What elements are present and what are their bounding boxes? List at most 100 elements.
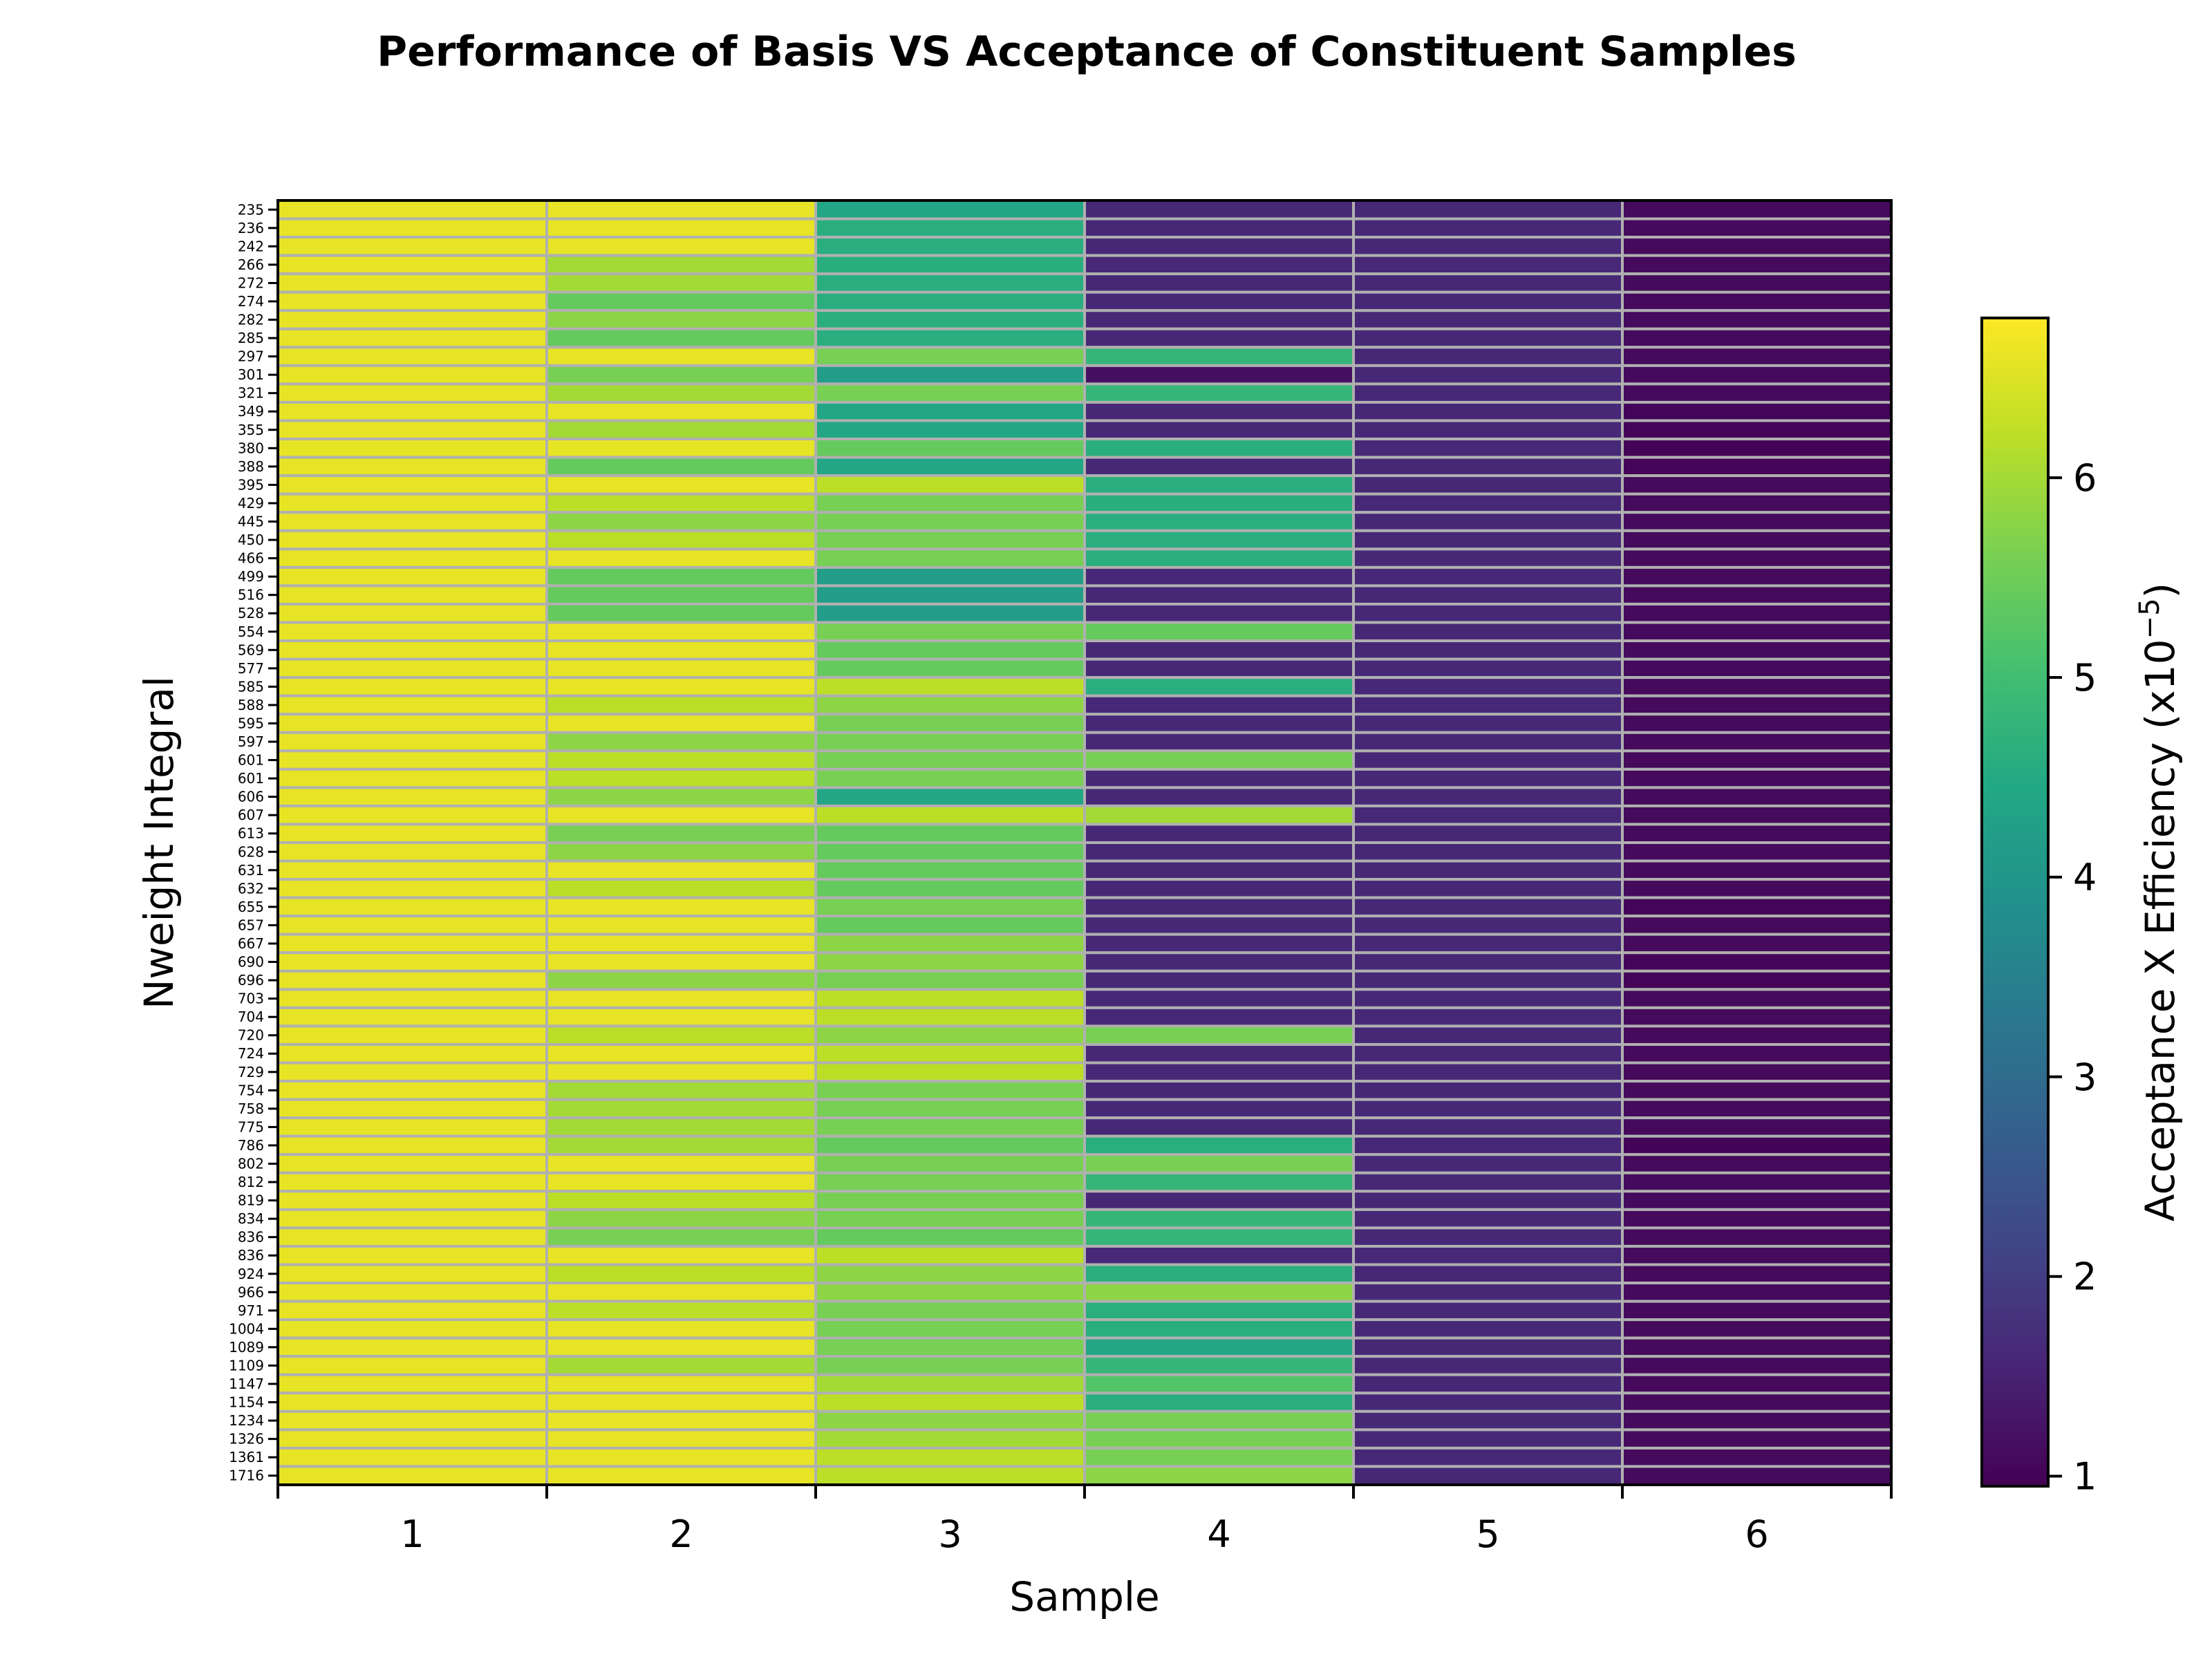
heatmap-cell bbox=[814, 639, 1086, 661]
colorbar-tick-label: 4 bbox=[2073, 856, 2097, 899]
heatmap-cell bbox=[276, 290, 548, 312]
heatmap-cell bbox=[1352, 878, 1624, 899]
heatmap-cell bbox=[545, 639, 817, 661]
heatmap-cell bbox=[545, 602, 817, 624]
heatmap-cell bbox=[545, 1355, 817, 1376]
heatmap-cell bbox=[1083, 694, 1355, 716]
heatmap-cell bbox=[1621, 1409, 1893, 1432]
heatmap-cell bbox=[814, 1061, 1086, 1083]
heatmap-cell bbox=[545, 529, 817, 551]
heatmap-cell bbox=[814, 1318, 1086, 1340]
heatmap-cell bbox=[545, 327, 817, 349]
heatmap-cell bbox=[276, 1080, 548, 1101]
heatmap-cell bbox=[1083, 419, 1355, 441]
heatmap-cell bbox=[1352, 346, 1624, 367]
heatmap-cell bbox=[1352, 511, 1624, 532]
heatmap-cell bbox=[1352, 290, 1624, 312]
heatmap-cell bbox=[1083, 1208, 1355, 1230]
heatmap-cell bbox=[545, 1446, 817, 1468]
y-tick-label: 569 bbox=[238, 641, 264, 658]
y-tick-label: 628 bbox=[238, 843, 264, 860]
heatmap-cell bbox=[1621, 236, 1893, 257]
heatmap-cell bbox=[545, 492, 817, 514]
colorbar-label-close: ) bbox=[2137, 583, 2184, 599]
heatmap-cell bbox=[1352, 474, 1624, 496]
heatmap-cell bbox=[545, 1465, 817, 1486]
heatmap-cell bbox=[1352, 565, 1624, 588]
heatmap-cell bbox=[1621, 327, 1893, 349]
heatmap-cell bbox=[276, 1355, 548, 1376]
heatmap-cell bbox=[814, 713, 1086, 734]
heatmap-cell bbox=[1352, 309, 1624, 330]
heatmap-cell bbox=[1621, 841, 1893, 863]
colorbar-tick-label: 3 bbox=[2073, 1056, 2097, 1099]
y-tick-label: 729 bbox=[238, 1064, 264, 1080]
heatmap-cell bbox=[1083, 639, 1355, 661]
heatmap-cell bbox=[1621, 438, 1893, 459]
heatmap-cell bbox=[814, 657, 1086, 679]
colorbar-tick-label: 5 bbox=[2073, 656, 2097, 700]
heatmap-cell bbox=[545, 694, 817, 716]
heatmap-cell bbox=[1352, 1042, 1624, 1065]
heatmap-cell bbox=[276, 1336, 548, 1358]
heatmap-cell bbox=[545, 1024, 817, 1046]
heatmap-cell bbox=[1621, 1373, 1893, 1395]
heatmap-cell bbox=[1621, 1116, 1893, 1138]
heatmap-cell bbox=[276, 713, 548, 734]
y-tick-label: 1089 bbox=[229, 1339, 264, 1356]
heatmap-cell bbox=[545, 547, 817, 569]
heatmap-cell bbox=[545, 621, 817, 643]
heatmap-cell bbox=[1083, 657, 1355, 679]
y-tick-label: 499 bbox=[238, 568, 264, 585]
heatmap-cell bbox=[1083, 1300, 1355, 1322]
heatmap-cell bbox=[545, 1409, 817, 1432]
heatmap-cell bbox=[814, 841, 1086, 863]
y-tick-label: 836 bbox=[238, 1229, 264, 1246]
heatmap-cell bbox=[1621, 786, 1893, 807]
heatmap-cell bbox=[1621, 1336, 1893, 1358]
heatmap-cell bbox=[1621, 896, 1893, 918]
heatmap-cell bbox=[1621, 529, 1893, 551]
y-tick-label: 266 bbox=[238, 256, 264, 273]
y-tick-label: 577 bbox=[238, 660, 264, 677]
y-tick-label: 445 bbox=[238, 514, 264, 530]
heatmap-cell bbox=[545, 932, 817, 955]
heatmap-cell bbox=[545, 419, 817, 441]
colorbar-tick-label: 2 bbox=[2073, 1255, 2097, 1299]
y-tick-label: 786 bbox=[238, 1137, 264, 1154]
heatmap-cell bbox=[1621, 713, 1893, 734]
heatmap-cell bbox=[1621, 657, 1893, 679]
heatmap-cell bbox=[545, 309, 817, 330]
heatmap-cell bbox=[276, 529, 548, 551]
y-tick-label: 585 bbox=[238, 678, 264, 695]
y-tick-label: 601 bbox=[238, 770, 264, 787]
heatmap-cell bbox=[814, 199, 1086, 221]
heatmap-cell bbox=[276, 327, 548, 349]
heatmap-cell bbox=[1352, 804, 1624, 826]
heatmap-cell bbox=[1083, 731, 1355, 753]
colorbar-tick-label: 6 bbox=[2073, 456, 2097, 500]
heatmap-cell bbox=[1352, 327, 1624, 349]
heatmap-cell bbox=[1352, 1024, 1624, 1046]
heatmap-cell bbox=[276, 254, 548, 276]
heatmap-cell bbox=[276, 823, 548, 845]
heatmap-cell bbox=[545, 1244, 817, 1266]
heatmap-cell bbox=[276, 1042, 548, 1065]
heatmap-cell bbox=[814, 1428, 1086, 1450]
heatmap-cell bbox=[1083, 1428, 1355, 1450]
y-tick-label: 632 bbox=[238, 880, 264, 897]
heatmap-cell bbox=[814, 474, 1086, 496]
y-tick-label: 758 bbox=[238, 1100, 264, 1117]
heatmap-cell bbox=[545, 988, 817, 1009]
y-tick-label: 380 bbox=[238, 440, 264, 456]
heatmap-cell bbox=[814, 309, 1086, 330]
heatmap-cell bbox=[1352, 1336, 1624, 1358]
heatmap-cell bbox=[545, 676, 817, 697]
heatmap-cell bbox=[1083, 1042, 1355, 1065]
heatmap-cell bbox=[545, 1428, 817, 1450]
heatmap-cell bbox=[1621, 1355, 1893, 1376]
y-tick-label: 724 bbox=[238, 1045, 264, 1062]
heatmap-cell bbox=[1621, 1134, 1893, 1156]
heatmap-cell bbox=[1352, 749, 1624, 771]
